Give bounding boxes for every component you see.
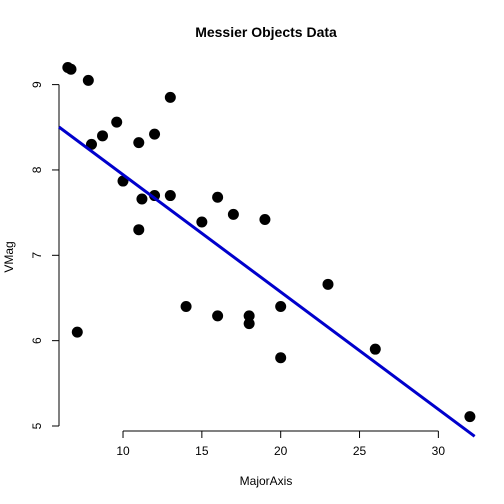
data-point (275, 301, 287, 313)
data-point (82, 74, 94, 86)
x-tick-label: 10 (116, 444, 130, 458)
x-axis: 10 15 20 25 30 (116, 430, 446, 458)
data-point (227, 208, 239, 220)
y-tick-label: 7 (30, 252, 44, 259)
y-tick-label: 9 (30, 81, 44, 88)
data-point (259, 213, 271, 225)
data-point (243, 318, 255, 330)
x-tick-label: 30 (432, 444, 446, 458)
data-point (71, 326, 83, 338)
data-point (212, 310, 224, 322)
data-point (149, 128, 161, 140)
data-point (196, 216, 208, 228)
plot-area (58, 62, 476, 438)
y-axis: 5 6 7 8 9 (30, 81, 60, 429)
data-point (275, 352, 287, 364)
data-point (164, 190, 176, 202)
data-point (369, 343, 381, 355)
x-tick-label: 25 (353, 444, 367, 458)
data-point (97, 130, 109, 142)
data-point (180, 301, 192, 313)
data-point (133, 137, 145, 149)
x-axis-label: MajorAxis (240, 474, 293, 488)
data-point (212, 191, 224, 203)
data-point (136, 193, 148, 205)
x-tick-label: 20 (274, 444, 288, 458)
regression-line (58, 125, 476, 438)
data-point (65, 63, 77, 75)
y-tick-label: 6 (30, 337, 44, 344)
data-point (464, 411, 476, 423)
data-point (133, 224, 145, 236)
y-tick-label: 8 (30, 166, 44, 173)
y-tick-label: 5 (30, 422, 44, 429)
data-point (164, 91, 176, 103)
data-point (322, 278, 334, 290)
data-point (85, 138, 97, 150)
data-point (111, 116, 123, 128)
data-point (243, 310, 255, 322)
chart-title: Messier Objects Data (195, 24, 337, 40)
x-tick-label: 15 (195, 444, 209, 458)
y-axis-label: VMag (2, 241, 16, 272)
